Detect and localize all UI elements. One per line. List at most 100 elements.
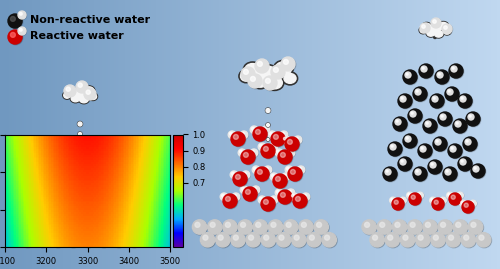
Circle shape — [216, 233, 230, 247]
Circle shape — [232, 193, 240, 201]
Circle shape — [434, 235, 438, 240]
Circle shape — [264, 235, 269, 240]
Circle shape — [432, 96, 438, 102]
Circle shape — [422, 66, 428, 72]
Ellipse shape — [252, 75, 269, 89]
Circle shape — [8, 30, 22, 44]
Circle shape — [126, 233, 141, 247]
Circle shape — [448, 90, 452, 94]
Circle shape — [296, 196, 300, 201]
Circle shape — [280, 153, 285, 157]
Circle shape — [114, 235, 119, 240]
Circle shape — [36, 233, 51, 248]
Circle shape — [266, 123, 270, 127]
Circle shape — [66, 233, 80, 248]
Ellipse shape — [71, 95, 80, 102]
Ellipse shape — [434, 30, 444, 38]
Ellipse shape — [282, 72, 298, 85]
Ellipse shape — [84, 87, 94, 95]
Circle shape — [51, 233, 66, 248]
Circle shape — [269, 221, 283, 235]
Circle shape — [446, 192, 453, 199]
Circle shape — [242, 68, 256, 82]
Circle shape — [121, 222, 126, 227]
Circle shape — [460, 200, 466, 207]
Circle shape — [471, 222, 476, 227]
Circle shape — [253, 127, 267, 141]
Circle shape — [248, 74, 262, 88]
Circle shape — [456, 122, 458, 124]
Circle shape — [420, 23, 430, 34]
Ellipse shape — [275, 62, 291, 75]
Circle shape — [261, 233, 276, 247]
Circle shape — [250, 76, 256, 81]
Circle shape — [276, 233, 291, 247]
Circle shape — [433, 20, 436, 23]
Ellipse shape — [422, 23, 431, 30]
Circle shape — [286, 222, 291, 227]
Circle shape — [434, 200, 438, 204]
Circle shape — [383, 167, 397, 181]
Circle shape — [246, 189, 250, 194]
Circle shape — [240, 222, 246, 227]
Circle shape — [73, 220, 87, 234]
Circle shape — [390, 144, 396, 150]
Circle shape — [452, 67, 454, 69]
Circle shape — [472, 165, 486, 179]
Circle shape — [393, 117, 407, 131]
Circle shape — [266, 123, 270, 126]
Circle shape — [76, 191, 90, 205]
Circle shape — [76, 82, 88, 94]
Ellipse shape — [419, 27, 427, 34]
Circle shape — [94, 198, 106, 210]
Circle shape — [12, 220, 26, 234]
Circle shape — [400, 96, 406, 102]
Circle shape — [451, 195, 456, 199]
Circle shape — [231, 233, 245, 247]
Circle shape — [278, 190, 292, 204]
Circle shape — [287, 189, 295, 197]
Circle shape — [370, 233, 384, 247]
Circle shape — [210, 222, 215, 227]
Circle shape — [248, 235, 254, 240]
Circle shape — [284, 59, 288, 64]
Circle shape — [246, 233, 261, 248]
Circle shape — [244, 188, 258, 202]
Circle shape — [93, 198, 95, 201]
Circle shape — [431, 18, 441, 28]
Circle shape — [390, 197, 396, 204]
Circle shape — [276, 149, 283, 157]
Circle shape — [431, 198, 433, 201]
Circle shape — [288, 190, 291, 193]
Circle shape — [417, 192, 424, 199]
Circle shape — [240, 150, 242, 153]
Circle shape — [408, 109, 422, 123]
Circle shape — [8, 14, 22, 28]
Circle shape — [64, 86, 76, 98]
Circle shape — [440, 114, 446, 119]
Circle shape — [421, 66, 427, 72]
Circle shape — [62, 193, 70, 201]
Circle shape — [406, 192, 413, 199]
Circle shape — [243, 187, 257, 201]
Circle shape — [362, 220, 376, 234]
Circle shape — [96, 233, 111, 248]
Circle shape — [466, 140, 468, 142]
Circle shape — [262, 126, 270, 134]
Circle shape — [254, 221, 268, 235]
Circle shape — [290, 193, 298, 201]
Circle shape — [386, 169, 390, 174]
Circle shape — [232, 193, 240, 201]
Ellipse shape — [422, 22, 432, 31]
Circle shape — [79, 143, 81, 145]
Circle shape — [258, 169, 262, 174]
Circle shape — [75, 190, 89, 204]
Circle shape — [460, 96, 466, 102]
Circle shape — [193, 221, 208, 235]
Circle shape — [370, 233, 385, 248]
Circle shape — [220, 193, 228, 201]
Circle shape — [270, 173, 278, 181]
Circle shape — [262, 126, 270, 134]
Circle shape — [266, 138, 270, 141]
Text: Non-reactive water: Non-reactive water — [30, 15, 150, 25]
